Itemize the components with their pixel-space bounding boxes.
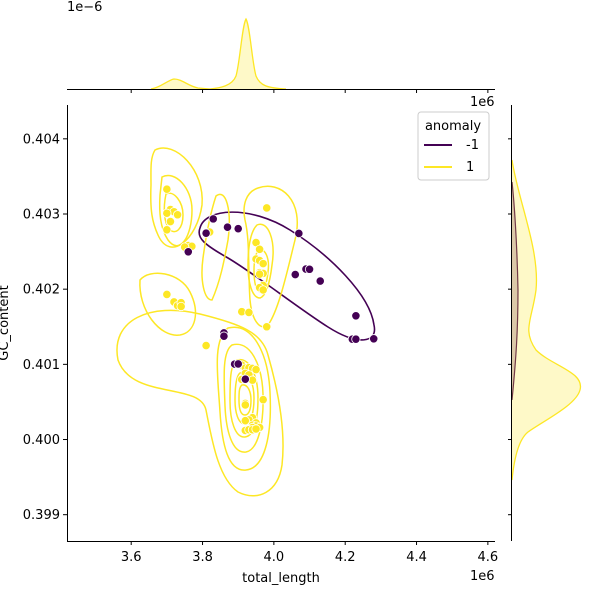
x-tick-label: 4.2 (335, 550, 356, 565)
y-tick-label: 0.399 (23, 508, 60, 523)
kde-contour-left-inner-1 (158, 174, 193, 247)
kde-contour-mid-left (139, 272, 197, 336)
data-point (162, 289, 172, 300)
data-point (351, 311, 361, 321)
data-point (183, 247, 193, 257)
data-point (251, 424, 261, 434)
y-offset-text: 1e6 (470, 95, 495, 110)
series-normal (162, 184, 272, 436)
data-point (255, 269, 265, 279)
legend-label-normal: 1 (466, 160, 474, 175)
top-marginal-density: 1e−6 (67, 0, 495, 90)
x-tick-label: 3.8 (192, 550, 213, 565)
right-marginal-density: 1e6 (470, 95, 581, 541)
legend-box (417, 111, 490, 181)
legend-label-neg: -1 (466, 138, 479, 153)
data-point (201, 340, 211, 351)
x-tick-label: 4.0 (264, 550, 285, 565)
main-axes: 3.6 3.8 4.0 4.2 4.4 4.6 0.3990.4000.4010.4020… (0, 89, 512, 586)
x-tick-label: 4.6 (478, 550, 499, 565)
series-anomaly (183, 214, 379, 384)
data-point (240, 416, 250, 426)
data-point (369, 334, 379, 344)
kde-contour-bottom-2 (216, 326, 272, 471)
data-point (244, 307, 254, 318)
y-tick-label: 0.401 (23, 358, 60, 373)
data-point (258, 395, 268, 405)
kde-contour-left-outer (150, 147, 203, 248)
y-tick-label: 0.400 (23, 433, 60, 448)
top-marginal-line-1 (150, 17, 287, 90)
data-point (162, 184, 172, 194)
kde-contour-middle (201, 193, 231, 301)
data-point (251, 365, 261, 375)
top-marginal-fill-1 (151, 19, 286, 89)
data-point (315, 276, 325, 286)
legend: anomaly -1 1 (417, 111, 490, 181)
data-point (262, 203, 272, 213)
right-marginal-fill-1 (512, 160, 581, 480)
y-tick-label: 0.402 (23, 283, 60, 298)
x-offset-text: 1e6 (470, 569, 495, 584)
kde-contours-normal (116, 147, 298, 497)
data-point (208, 214, 218, 224)
y-axis-ticks: 0.399 0.400 0.401 0.402 0.403 0.404 (23, 132, 512, 523)
data-point (165, 216, 176, 227)
data-point (222, 222, 233, 232)
data-point (219, 331, 229, 341)
kde-contour-bottom-6 (238, 384, 252, 416)
right-marginal-fill-neg (512, 182, 518, 400)
data-point (258, 285, 268, 295)
data-point (294, 228, 304, 238)
data-point (233, 359, 243, 369)
right-marginal-line-1 (511, 159, 581, 481)
kde-contours (116, 147, 376, 497)
data-point (351, 334, 361, 344)
data-point (201, 228, 211, 238)
data-point (233, 224, 243, 234)
data-point (258, 259, 268, 269)
data-point (240, 400, 250, 410)
scatter-points (162, 184, 379, 436)
x-tick-label: 4.4 (406, 550, 427, 565)
top-marginal-offset-text: 1e−6 (67, 0, 102, 15)
y-axis-label: GC_content (0, 285, 12, 360)
data-point (176, 301, 186, 312)
data-point (304, 264, 315, 274)
kde-contour-right-inner (247, 223, 274, 299)
data-point (162, 208, 172, 218)
y-tick-label: 0.404 (23, 132, 60, 147)
data-point (240, 374, 250, 384)
x-axis-ticks: 3.6 3.8 4.0 4.2 4.4 4.6 (121, 89, 498, 565)
kde-contour-bottom-outer (116, 309, 284, 497)
x-tick-label: 3.6 (121, 550, 142, 565)
legend-title: anomaly (425, 119, 481, 134)
data-point (162, 225, 172, 235)
data-point (172, 210, 183, 220)
data-point (255, 244, 265, 254)
data-point (262, 322, 272, 332)
x-axis-label: total_length (242, 571, 320, 586)
right-marginal-line-neg (511, 181, 519, 401)
y-tick-label: 0.403 (23, 208, 60, 223)
data-point (290, 269, 300, 280)
